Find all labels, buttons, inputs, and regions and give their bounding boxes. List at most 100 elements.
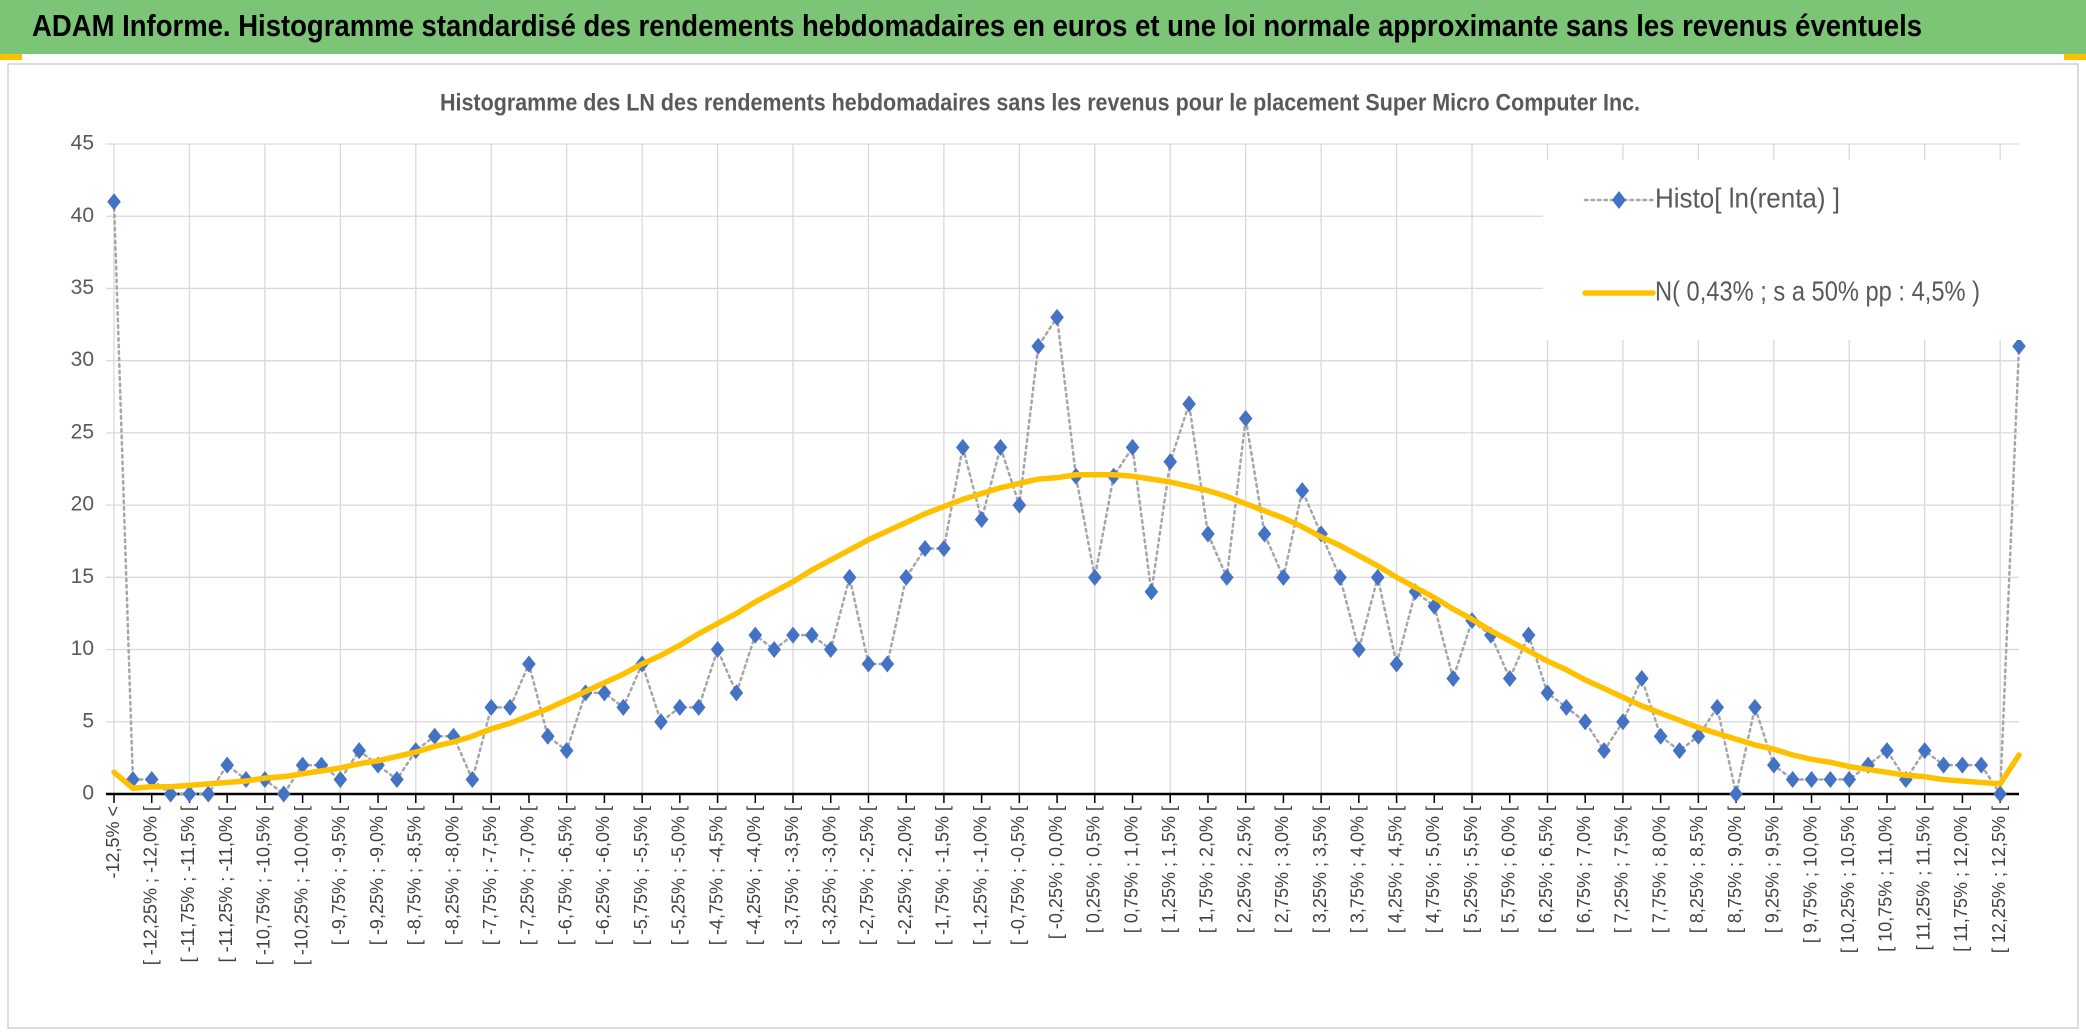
x-tick-label: [ 9,25% ; 9,5% [ — [1763, 806, 1783, 933]
data-point — [1578, 713, 1592, 731]
legend-label: N( 0,43% ; s a 50% pp : 4,5% ) — [1655, 275, 1980, 306]
x-tick-label: [ 11,75% ; 12,0% [ — [1951, 806, 1971, 952]
data-point — [974, 511, 989, 529]
data-point — [1502, 669, 1517, 687]
x-tick-label: [ -8,75% ; -8,5% [ — [405, 806, 425, 945]
data-point — [1653, 727, 1668, 745]
x-tick-label: [ 11,25% ; 11,5% [ — [1913, 806, 1933, 950]
data-point — [1540, 684, 1555, 702]
data-point — [767, 641, 781, 659]
data-point — [1012, 496, 1027, 514]
x-tick-label: [ -4,75% ; -4,5% [ — [706, 806, 726, 945]
data-point — [333, 771, 348, 789]
data-point — [786, 626, 800, 644]
x-tick-label: [ -0,25% ; 0,0% [ — [1046, 806, 1066, 939]
data-point — [899, 568, 913, 586]
data-point — [1220, 568, 1234, 586]
y-tick-label: 45 — [71, 132, 94, 155]
data-point — [1050, 308, 1064, 326]
y-tick-label: 35 — [71, 276, 94, 299]
x-tick-label: [ 2,75% ; 3,0% [ — [1272, 806, 1292, 933]
x-tick-label: [ 0,25% ; 0,5% [ — [1084, 806, 1104, 933]
data-point — [1446, 669, 1460, 687]
y-tick-label: 20 — [71, 493, 94, 516]
x-tick-label: [ 6,75% ; 7,0% [ — [1574, 806, 1594, 933]
x-tick-label: [ -9,25% ; -9,0% [ — [367, 806, 387, 945]
data-point — [1785, 771, 1800, 789]
series-line — [111, 472, 2022, 791]
data-point — [691, 698, 706, 716]
data-point — [1087, 568, 1102, 586]
y-tick-label: 30 — [71, 348, 94, 371]
x-tick-label: [ 6,25% ; 6,5% [ — [1536, 806, 1556, 933]
data-point — [1370, 568, 1385, 586]
data-point — [352, 742, 366, 760]
data-point — [1710, 698, 1725, 716]
x-tick-label: [ 9,75% ; 10,0% [ — [1800, 806, 1820, 943]
data-point — [1767, 756, 1781, 774]
x-tick-label: [ -9,75% ; -9,5% [ — [329, 806, 349, 945]
x-tick-label: -12,5% < — [103, 806, 123, 879]
data-point — [541, 727, 555, 745]
x-tick-label: [ -5,25% ; -5,0% [ — [669, 806, 689, 945]
data-point — [1389, 655, 1404, 673]
y-tick-label: 25 — [71, 420, 94, 443]
data-point — [144, 771, 159, 789]
data-point — [1559, 698, 1574, 716]
data-point — [1955, 756, 1970, 774]
x-tick-label: [ -7,25% ; -7,0% [ — [518, 806, 538, 945]
data-point — [1333, 568, 1347, 586]
y-tick-label: 15 — [71, 565, 94, 588]
data-point — [163, 785, 178, 803]
series-layer — [107, 193, 2026, 803]
title-bar — [0, 0, 2086, 54]
data-point — [1163, 453, 1178, 471]
x-tick-label: [ 3,75% ; 4,0% [ — [1348, 806, 1368, 933]
x-tick-label: [ 4,75% ; 5,0% [ — [1423, 806, 1443, 933]
data-point — [1295, 482, 1310, 500]
x-tick-label: [ -2,75% ; -2,5% [ — [857, 806, 877, 945]
data-point — [1031, 337, 1046, 355]
data-point — [201, 785, 216, 803]
y-tick-label: 10 — [71, 637, 94, 660]
data-point — [729, 684, 744, 702]
corner-right — [2064, 54, 2086, 60]
x-tick-label: [ -5,75% ; -5,5% [ — [631, 806, 651, 945]
data-point — [1276, 568, 1291, 586]
y-tick-label: 0 — [82, 782, 94, 805]
data-point — [710, 641, 725, 659]
x-tick-label: [ 10,75% ; 11,0% [ — [1876, 806, 1896, 952]
page-title: ADAM Informe. Histogramme standardisé de… — [32, 8, 1922, 43]
x-tick-label: [ -7,75% ; -7,5% [ — [480, 806, 500, 945]
x-tick-label: [ -1,75% ; -1,5% [ — [933, 806, 953, 945]
x-tick-label: [ 5,75% ; 6,0% [ — [1498, 806, 1518, 933]
data-point — [1729, 785, 1743, 803]
data-point — [748, 626, 763, 644]
data-point — [823, 641, 838, 659]
data-point — [1823, 771, 1838, 789]
x-tick-label: [ 8,25% ; 8,5% [ — [1687, 806, 1707, 933]
data-point — [1672, 742, 1687, 760]
data-point — [1257, 525, 1272, 543]
data-point — [182, 785, 197, 803]
data-point — [937, 539, 951, 557]
data-point — [465, 771, 480, 789]
x-tick-label: [ -11,75% ; -11,5% [ — [178, 806, 198, 962]
data-point — [1238, 409, 1253, 427]
data-point — [1748, 698, 1762, 716]
axis-layer: 0 5 10 15 20 25 30 35 40 45 -12,5% < [ -12,25% ; -1… — [71, 132, 2019, 965]
x-tick-label: [ -1,25% ; -1,0% [ — [970, 806, 990, 945]
data-point — [1634, 669, 1649, 687]
data-point — [1521, 626, 1536, 644]
data-point — [654, 713, 668, 731]
chart-frame — [7, 63, 2079, 1029]
data-point — [276, 785, 291, 803]
data-point — [1691, 727, 1706, 745]
x-tick-label: [ 1,75% ; 2,0% [ — [1197, 806, 1217, 933]
x-tick-label: [ -6,25% ; -6,0% [ — [593, 806, 613, 945]
data-point — [220, 756, 234, 774]
data-point — [616, 698, 631, 716]
data-point — [805, 626, 819, 644]
x-tick-label: [ -10,25% ; -10,0% [ — [291, 806, 311, 965]
